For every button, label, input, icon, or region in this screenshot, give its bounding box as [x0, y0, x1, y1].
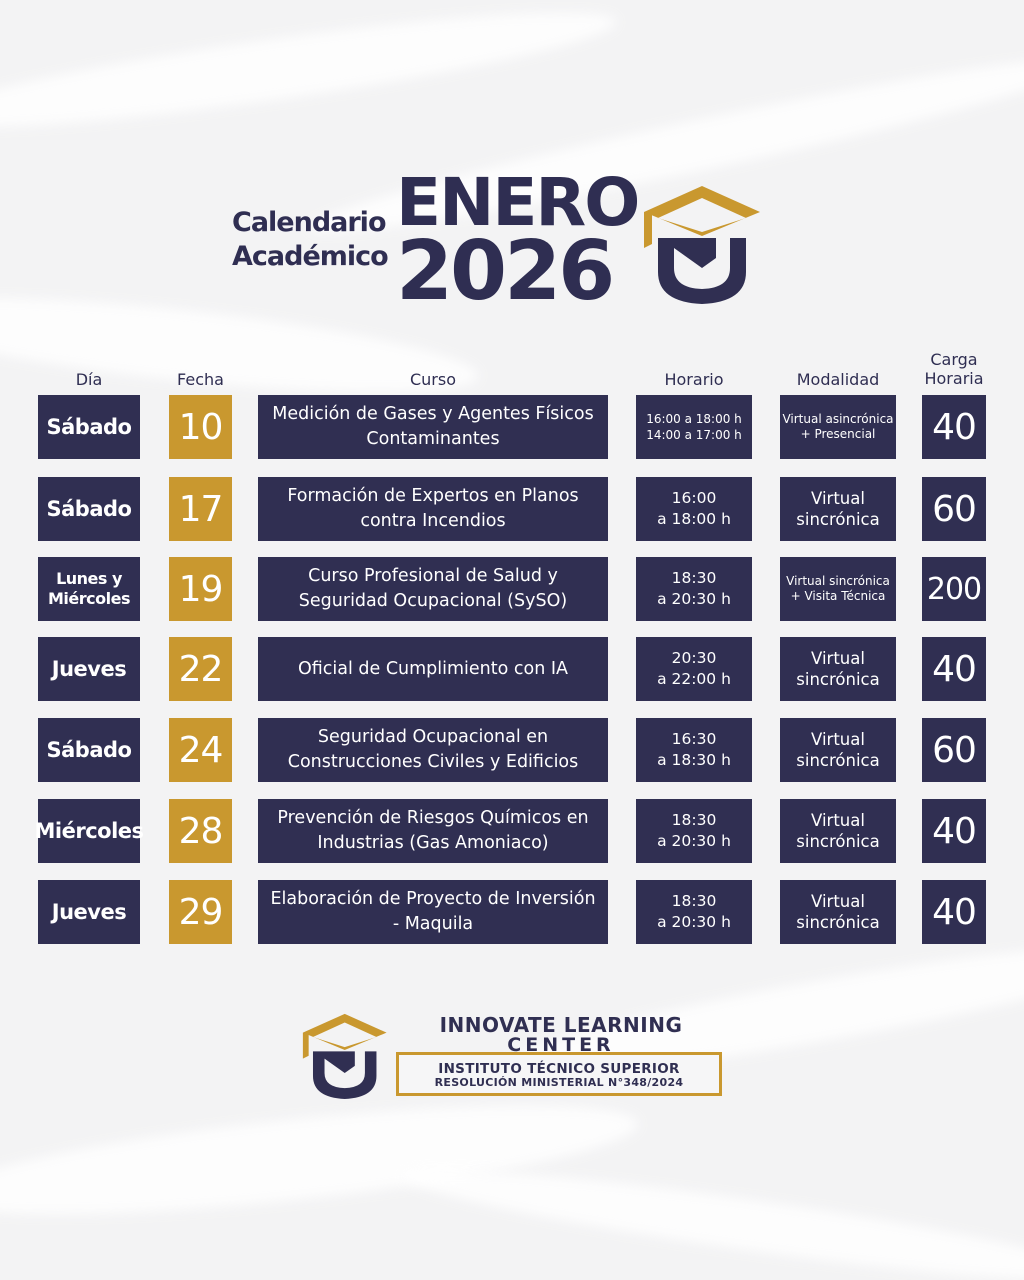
table-row: Sábado 17 Formación de Expertos en Plano… — [0, 477, 1024, 541]
schedule-cell: 20:30 a 22:00 h — [636, 637, 752, 701]
graduation-cap-shield-icon — [644, 186, 760, 304]
schedule-cell: 16:30 a 18:30 h — [636, 718, 752, 782]
column-header-schedule: Horario — [664, 370, 724, 389]
load-cell: 40 — [922, 880, 986, 944]
course-cell: Curso Profesional de Salud y Seguridad O… — [258, 557, 608, 621]
calendar-title: Calendario Académico — [232, 206, 389, 274]
column-header-load-line2: Horaria — [924, 369, 984, 388]
calendar-title-line2: Académico — [232, 241, 389, 272]
date-cell: 17 — [169, 477, 232, 541]
schedule-cell: 18:30 a 20:30 h — [636, 880, 752, 944]
column-header-load-line1: Carga — [930, 350, 978, 369]
load-cell: 200 — [922, 557, 986, 621]
table-row: Sábado 10 Medición de Gases y Agentes Fí… — [0, 395, 1024, 459]
course-cell: Oficial de Cumplimiento con IA — [258, 637, 608, 701]
date-cell: 10 — [169, 395, 232, 459]
date-cell: 28 — [169, 799, 232, 863]
course-cell: Formación de Expertos en Planos contra I… — [258, 477, 608, 541]
date-cell: 22 — [169, 637, 232, 701]
date-cell: 19 — [169, 557, 232, 621]
mode-cell: Virtual sincrónica — [780, 637, 896, 701]
mode-cell: Virtual sincrónica — [780, 718, 896, 782]
mode-cell: Virtual asincrónica + Presencial — [780, 395, 896, 459]
graduation-cap-shield-icon — [302, 1013, 387, 1099]
mode-cell: Virtual sincrónica — [780, 880, 896, 944]
table-row: Jueves 22 Oficial de Cumplimiento con IA… — [0, 637, 1024, 701]
column-header-day: Día — [75, 370, 103, 389]
schedule-cell: 18:30 a 20:30 h — [636, 557, 752, 621]
schedule-cell: 16:00 a 18:00 h — [636, 477, 752, 541]
table-row: Jueves 29 Elaboración de Proyecto de Inv… — [0, 880, 1024, 944]
column-header-mode: Modalidad — [796, 370, 880, 389]
day-cell: Miércoles — [35, 799, 144, 863]
institute-name: INSTITUTO TÉCNICO SUPERIOR — [438, 1061, 680, 1077]
mode-cell: Virtual sincrónica — [780, 477, 896, 541]
mode-cell: Virtual sincrónica — [780, 799, 896, 863]
load-cell: 60 — [922, 477, 986, 541]
date-cell: 29 — [169, 880, 232, 944]
table-row: Lunes y Miércoles 19 Curso Profesional d… — [0, 557, 1024, 621]
date-cell: 24 — [169, 718, 232, 782]
column-header-course: Curso — [409, 370, 456, 389]
day-cell: Sábado — [38, 718, 140, 782]
load-cell: 40 — [922, 637, 986, 701]
mode-cell: Virtual sincrónica + Visita Técnica — [780, 557, 896, 621]
brand-name-line1: INNOVATE LEARNING — [439, 1013, 683, 1037]
table-row: Sábado 24 Seguridad Ocupacional en Const… — [0, 718, 1024, 782]
day-cell: Jueves — [38, 880, 140, 944]
day-cell: Sábado — [38, 477, 140, 541]
schedule-cell: 16:00 a 18:00 h 14:00 a 17:00 h — [636, 395, 752, 459]
load-cell: 40 — [922, 395, 986, 459]
month-title: ENERO — [396, 164, 640, 241]
course-cell: Prevención de Riesgos Químicos en Indust… — [258, 799, 608, 863]
year-title: 2026 — [396, 224, 615, 319]
institute-box: INSTITUTO TÉCNICO SUPERIOR RESOLUCIÓN MI… — [396, 1052, 722, 1096]
course-cell: Seguridad Ocupacional en Construcciones … — [258, 718, 608, 782]
course-cell: Elaboración de Proyecto de Inversión - M… — [258, 880, 608, 944]
day-cell: Jueves — [38, 637, 140, 701]
brand-name-line2: CENTER — [507, 1034, 615, 1056]
resolution-text: RESOLUCIÓN MINISTERIAL N°348/2024 — [434, 1076, 684, 1089]
column-header-date: Fecha — [177, 370, 224, 389]
schedule-cell: 18:30 a 20:30 h — [636, 799, 752, 863]
footer-branding: INNOVATE LEARNING CENTER INSTITUTO TÉCNI… — [300, 1004, 730, 1104]
load-cell: 60 — [922, 718, 986, 782]
load-cell: 40 — [922, 799, 986, 863]
day-cell: Lunes y Miércoles — [38, 557, 140, 621]
header: Calendario Académico ENERO 2026 — [0, 0, 1024, 320]
table-row: Miércoles 28 Prevención de Riesgos Quími… — [0, 799, 1024, 863]
course-cell: Medición de Gases y Agentes Físicos Cont… — [258, 395, 608, 459]
calendar-title-line1: Calendario — [232, 207, 387, 238]
column-header-load: Carga Horaria — [912, 350, 996, 388]
day-cell: Sábado — [38, 395, 140, 459]
